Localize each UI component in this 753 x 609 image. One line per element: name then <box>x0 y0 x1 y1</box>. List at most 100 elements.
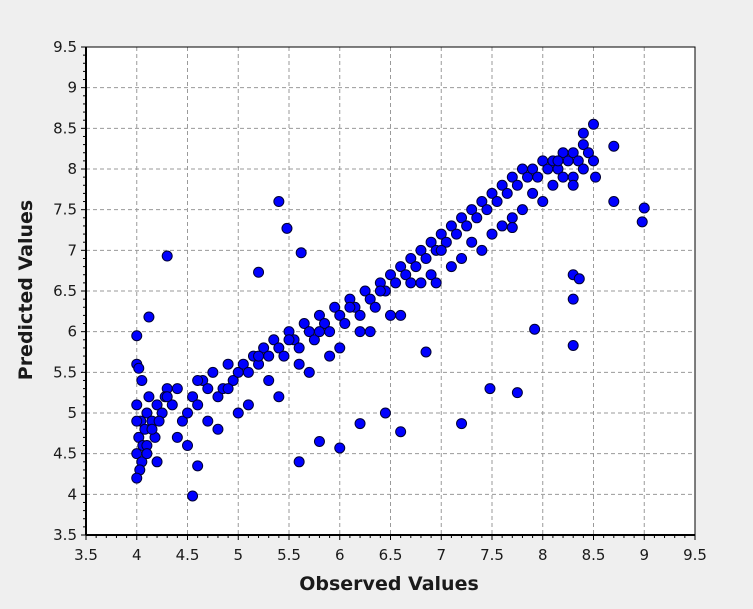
data-point <box>313 326 325 338</box>
data-point <box>445 261 457 273</box>
data-point <box>303 366 315 378</box>
data-point <box>182 407 193 419</box>
data-point <box>273 342 285 354</box>
data-point <box>547 179 559 191</box>
data-point <box>374 285 386 297</box>
data-point <box>334 309 346 321</box>
data-point <box>242 366 254 378</box>
data-point <box>161 391 173 403</box>
data-point <box>456 252 468 264</box>
data-point <box>308 334 320 346</box>
data-point <box>253 350 265 362</box>
data-point <box>242 399 254 411</box>
data-point <box>527 163 539 175</box>
y-tick-label: 6.5 <box>53 282 77 300</box>
y-tick-label: 4.5 <box>53 445 77 463</box>
data-point <box>153 415 165 427</box>
y-tick-label: 8 <box>67 160 77 178</box>
data-point <box>268 334 280 346</box>
data-point <box>572 155 584 167</box>
data-point <box>636 216 648 228</box>
data-point <box>253 266 265 278</box>
data-point <box>425 236 437 248</box>
data-point <box>582 147 594 159</box>
data-point <box>324 326 336 338</box>
data-point <box>608 140 620 152</box>
data-point <box>232 407 244 419</box>
data-point <box>222 383 234 395</box>
data-point <box>212 391 224 403</box>
data-point <box>567 293 579 305</box>
data-point <box>410 261 422 273</box>
data-point <box>506 222 518 234</box>
data-point <box>273 196 285 208</box>
data-point <box>344 301 356 313</box>
data-point <box>557 171 569 183</box>
data-point <box>202 383 214 395</box>
data-point <box>293 358 305 370</box>
data-point <box>529 323 541 335</box>
data-point <box>141 407 153 419</box>
data-point <box>293 456 305 468</box>
data-point <box>491 196 503 208</box>
data-point <box>395 426 407 438</box>
data-point <box>313 309 325 321</box>
data-point <box>313 435 325 447</box>
data-point <box>263 350 275 362</box>
data-point <box>131 399 143 411</box>
data-point <box>590 171 602 183</box>
data-point <box>354 326 366 338</box>
data-point <box>171 431 183 443</box>
data-point <box>283 334 295 346</box>
data-point <box>435 228 447 240</box>
data-point <box>415 244 427 256</box>
data-point <box>298 318 310 330</box>
data-point <box>171 383 183 395</box>
y-tick-label: 7 <box>67 241 77 259</box>
data-point <box>456 418 468 430</box>
grid-lines <box>86 47 695 535</box>
data-point <box>207 366 219 378</box>
data-point <box>329 301 341 313</box>
data-point <box>187 490 199 502</box>
data-point <box>293 342 305 354</box>
data-point <box>430 277 442 289</box>
data-point <box>567 339 579 351</box>
data-point <box>192 374 204 386</box>
data-point <box>486 187 498 199</box>
data-point <box>143 391 155 403</box>
x-tick-label: 4 <box>132 546 142 564</box>
data-point <box>385 309 396 321</box>
data-point <box>364 326 376 338</box>
data-point <box>511 179 523 191</box>
y-tick-label: 7.5 <box>53 201 77 219</box>
x-tick-label: 9 <box>639 546 649 564</box>
data-point <box>202 415 214 427</box>
data-point <box>273 391 285 403</box>
data-point <box>400 269 412 281</box>
data-point <box>501 187 513 199</box>
x-tick-label: 3.5 <box>74 546 98 564</box>
y-tick-label: 9.5 <box>53 38 77 56</box>
data-point <box>420 252 432 264</box>
data-point <box>496 220 508 232</box>
data-point <box>405 252 417 264</box>
data-point <box>258 342 270 354</box>
data-point <box>608 196 620 208</box>
y-axis-ticks: 3.5 4 4.5 5 5.5 6 6.5 7 7.5 8 8.5 9 9.5 <box>53 38 77 544</box>
data-point <box>461 220 473 232</box>
y-tick-label: 6 <box>67 323 77 341</box>
data-point <box>577 127 589 139</box>
data-point <box>146 423 158 435</box>
data-point <box>537 196 549 208</box>
data-point <box>176 415 188 427</box>
data-point <box>435 244 447 256</box>
data-point <box>187 391 199 403</box>
data-point <box>588 118 599 130</box>
data-point <box>324 350 336 362</box>
axes <box>81 46 696 540</box>
data-point <box>295 247 307 259</box>
x-axis-ticks: 3.5 4 4.5 5 5.5 6 6.5 7 7.5 8 8.5 9 9.5 <box>74 546 707 564</box>
x-tick-label: 7 <box>436 546 446 564</box>
data-point <box>379 407 391 419</box>
